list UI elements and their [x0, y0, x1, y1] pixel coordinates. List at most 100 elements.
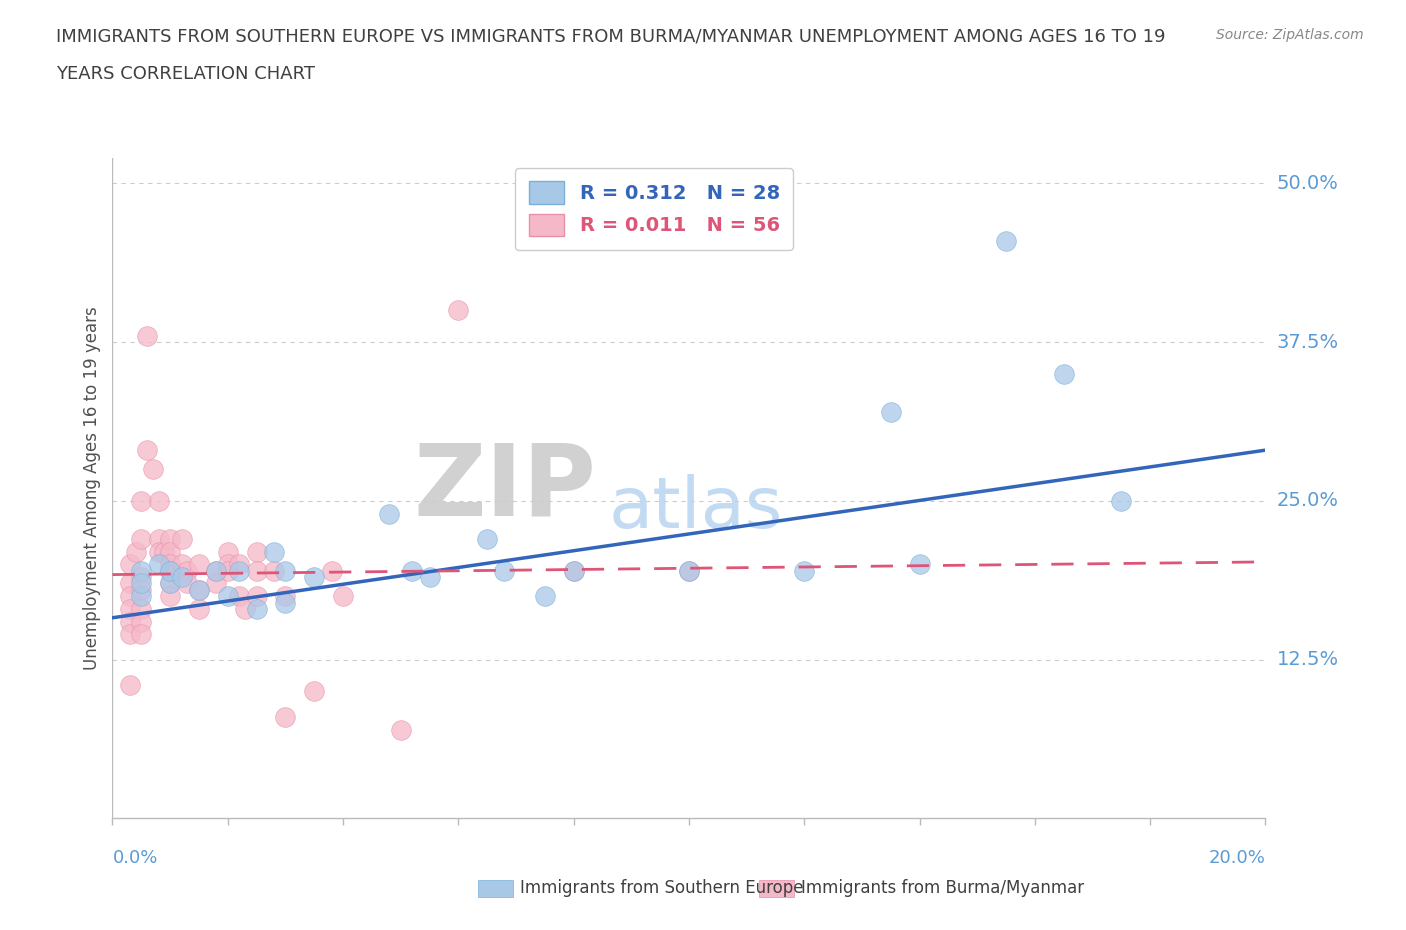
Point	[562, 564, 585, 578]
Point	[274, 589, 297, 604]
Text: 20.0%: 20.0%	[1209, 849, 1265, 867]
Point	[118, 614, 141, 629]
Point	[534, 589, 557, 604]
Text: 12.5%: 12.5%	[1277, 650, 1339, 670]
Point	[159, 589, 181, 604]
Point	[129, 532, 153, 547]
Point	[170, 532, 193, 547]
Point	[205, 576, 228, 591]
Point	[217, 564, 239, 578]
Text: 0.0%: 0.0%	[112, 849, 157, 867]
Point	[217, 544, 239, 559]
Point	[233, 602, 256, 617]
Point	[176, 564, 198, 578]
Point	[908, 557, 931, 572]
Point	[176, 576, 198, 591]
Point	[246, 589, 269, 604]
Point	[205, 564, 228, 578]
Text: 50.0%: 50.0%	[1277, 174, 1339, 193]
Point	[188, 602, 211, 617]
Point	[880, 405, 903, 419]
Point	[159, 576, 181, 591]
Point	[321, 564, 343, 578]
Point	[170, 570, 193, 585]
Point	[159, 564, 181, 578]
Text: Immigrants from Southern Europe: Immigrants from Southern Europe	[520, 879, 804, 897]
Y-axis label: Unemployment Among Ages 16 to 19 years: Unemployment Among Ages 16 to 19 years	[83, 306, 101, 671]
Point	[129, 570, 153, 585]
Point	[274, 595, 297, 610]
Point	[129, 589, 153, 604]
Point	[124, 544, 146, 559]
Point	[793, 564, 815, 578]
Point	[475, 532, 499, 547]
Point	[188, 557, 211, 572]
Point	[118, 589, 141, 604]
Point	[228, 589, 250, 604]
Point	[678, 564, 700, 578]
Point	[562, 564, 585, 578]
Point	[148, 494, 170, 509]
Point	[148, 532, 170, 547]
Point	[228, 564, 250, 578]
Point	[159, 557, 181, 572]
Text: ZIP: ZIP	[413, 440, 596, 537]
Point	[995, 233, 1018, 248]
Point	[129, 602, 153, 617]
Point	[129, 576, 153, 591]
Point	[129, 494, 153, 509]
Point	[118, 576, 141, 591]
Point	[148, 557, 170, 572]
Point	[228, 557, 250, 572]
Point	[304, 570, 326, 585]
Point	[129, 582, 153, 597]
Point	[1053, 366, 1076, 381]
Point	[129, 627, 153, 642]
Point	[118, 557, 141, 572]
Point	[332, 589, 354, 604]
Point	[389, 722, 412, 737]
Point	[217, 589, 239, 604]
Text: Source: ZipAtlas.com: Source: ZipAtlas.com	[1216, 28, 1364, 42]
Text: 37.5%: 37.5%	[1277, 333, 1339, 352]
Point	[274, 710, 297, 724]
Point	[494, 564, 516, 578]
Point	[246, 602, 269, 617]
Text: IMMIGRANTS FROM SOUTHERN EUROPE VS IMMIGRANTS FROM BURMA/MYANMAR UNEMPLOYMENT AM: IMMIGRANTS FROM SOUTHERN EUROPE VS IMMIG…	[56, 28, 1166, 46]
Point	[401, 564, 423, 578]
Point	[118, 678, 141, 693]
Text: atlas: atlas	[609, 473, 783, 542]
Point	[378, 506, 401, 521]
Point	[217, 557, 239, 572]
Text: Immigrants from Burma/Myanmar: Immigrants from Burma/Myanmar	[801, 879, 1084, 897]
Point	[136, 443, 159, 458]
Point	[159, 544, 181, 559]
Point	[136, 328, 159, 343]
Text: YEARS CORRELATION CHART: YEARS CORRELATION CHART	[56, 65, 315, 83]
Point	[142, 462, 165, 477]
Point	[153, 544, 176, 559]
Point	[159, 532, 181, 547]
Point	[205, 564, 228, 578]
Point	[1111, 494, 1133, 509]
Point	[447, 303, 470, 318]
Legend: R = 0.312   N = 28, R = 0.011   N = 56: R = 0.312 N = 28, R = 0.011 N = 56	[516, 167, 793, 249]
Point	[419, 570, 441, 585]
Point	[159, 564, 181, 578]
Point	[263, 564, 285, 578]
Point	[188, 582, 211, 597]
Point	[118, 602, 141, 617]
Point	[188, 582, 211, 597]
Point	[246, 544, 269, 559]
Point	[118, 627, 141, 642]
Point	[170, 557, 193, 572]
Point	[246, 564, 269, 578]
Point	[304, 684, 326, 698]
Point	[263, 544, 285, 559]
Point	[129, 564, 153, 578]
Text: 25.0%: 25.0%	[1277, 491, 1339, 511]
Point	[678, 564, 700, 578]
Point	[129, 614, 153, 629]
Point	[148, 544, 170, 559]
Point	[274, 564, 297, 578]
